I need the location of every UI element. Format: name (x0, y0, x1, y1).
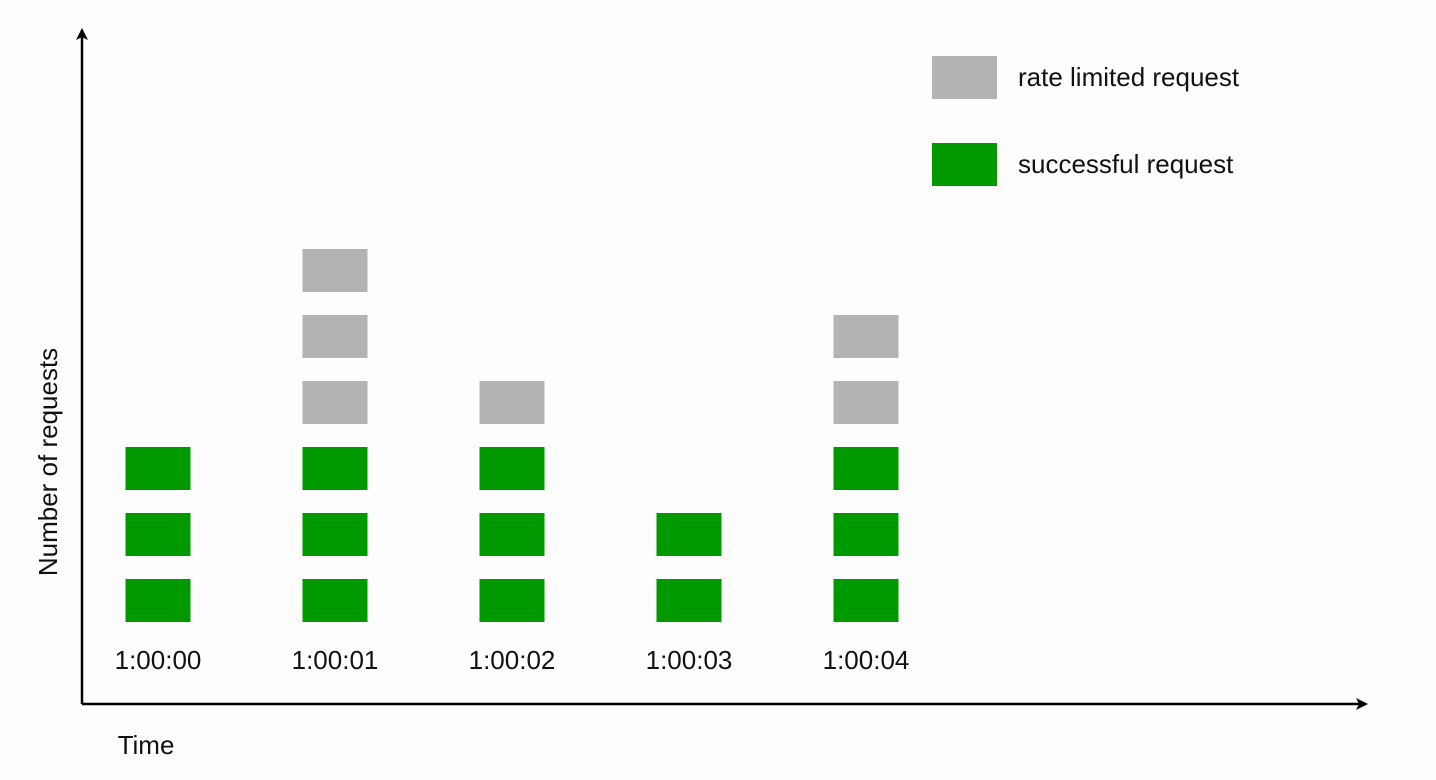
x-tick-label: 1:00:03 (646, 645, 733, 675)
request-block (302, 447, 368, 490)
x-tick-label: 1:00:00 (115, 645, 202, 675)
x-axis-label: Time (118, 730, 175, 760)
request-block (302, 315, 368, 358)
request-block (833, 513, 899, 556)
request-block (479, 513, 545, 556)
request-stack (833, 447, 899, 622)
request-block (125, 513, 191, 556)
request-block (833, 381, 899, 424)
request-stack (302, 249, 368, 424)
request-stack (479, 381, 545, 424)
legend-label: successful request (1018, 149, 1234, 179)
legend-label: rate limited request (1018, 62, 1240, 92)
request-block (302, 249, 368, 292)
request-block (479, 447, 545, 490)
legend-swatch (932, 56, 997, 99)
request-block (479, 381, 545, 424)
request-block (125, 579, 191, 622)
request-block (125, 447, 191, 490)
request-block (833, 315, 899, 358)
x-tick-label: 1:00:01 (292, 645, 379, 675)
request-stack (479, 447, 545, 622)
request-stack (656, 513, 722, 622)
request-stack (125, 447, 191, 622)
legend-swatch (932, 143, 997, 186)
x-tick-label: 1:00:04 (823, 645, 910, 675)
request-block (302, 513, 368, 556)
request-block (656, 513, 722, 556)
request-block (656, 579, 722, 622)
request-block (479, 579, 545, 622)
request-block (302, 381, 368, 424)
request-block (302, 579, 368, 622)
x-tick-label: 1:00:02 (469, 645, 556, 675)
request-stack (833, 315, 899, 424)
request-block (833, 579, 899, 622)
y-axis-label: Number of requests (33, 348, 63, 576)
request-block (833, 447, 899, 490)
request-stack (302, 447, 368, 622)
